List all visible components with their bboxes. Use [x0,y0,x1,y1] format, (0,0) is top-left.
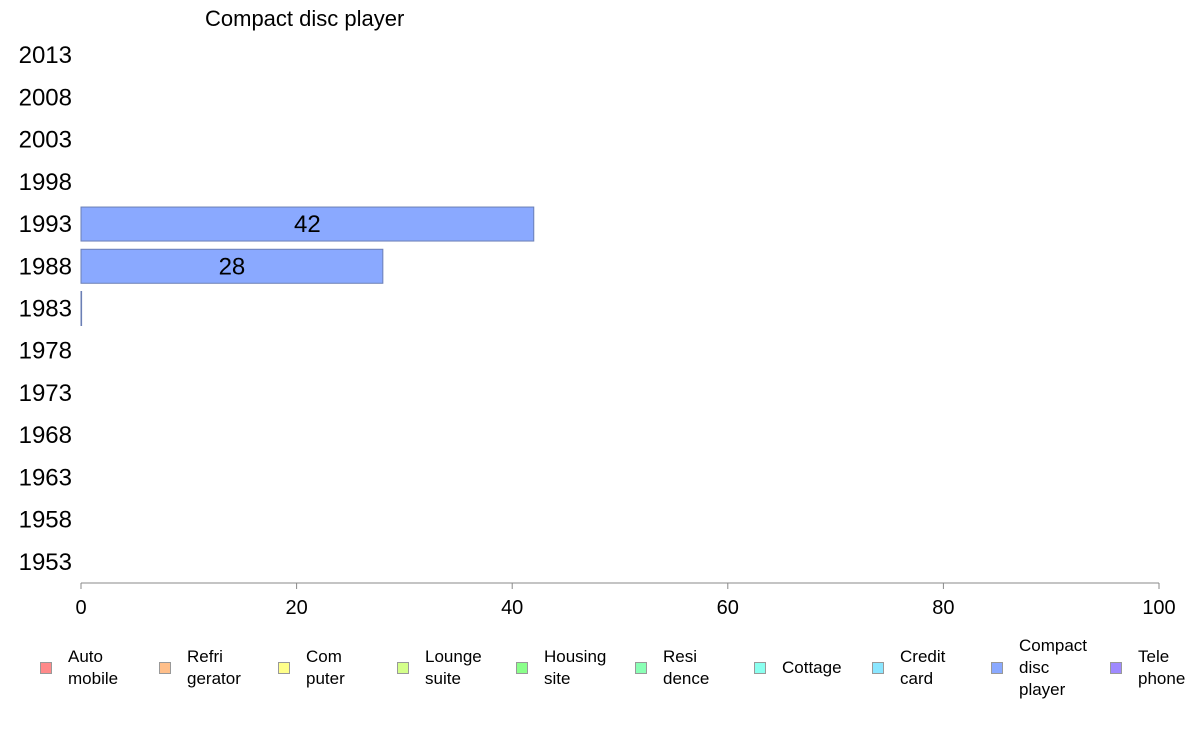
legend-swatch [278,662,290,674]
y-tick-label: 2008 [19,84,72,111]
legend-item: Compact disc player [991,628,1087,708]
y-tick-label: 1953 [19,549,72,576]
bar-data-label: 42 [294,211,321,238]
y-tick-label: 1958 [19,507,72,534]
y-tick-label: 1983 [19,296,72,323]
legend-label: Com puter [306,647,345,688]
legend-swatch [159,662,171,674]
legend-item: Auto mobile [40,628,118,708]
legend-swatch [635,662,647,674]
legend-label: Tele phone [1138,647,1186,688]
legend-item: Refri gerator [159,628,241,708]
legend-item: Com puter [278,628,345,708]
legend-item: Resi dence [635,628,709,708]
legend-item: Housing site [516,628,606,708]
y-tick-label: 2013 [19,42,72,69]
legend-swatch [516,662,528,674]
chart-legend: Auto mobile Refri gerator Com puter Lounge … [0,628,1188,708]
legend-swatch [872,662,884,674]
y-tick-label: 1988 [19,253,72,280]
legend-swatch [754,662,766,674]
legend-swatch [397,662,409,674]
legend-swatch [1110,662,1122,674]
y-tick-label: 1973 [19,380,72,407]
legend-item: Credit card [872,628,945,708]
y-tick-label: 1963 [19,464,72,491]
legend-label: Resi dence [663,647,710,688]
legend-item: Tele phone [1110,628,1185,708]
bar-data-label: 28 [219,253,246,280]
chart-title: Compact disc player [205,6,405,31]
y-tick-label: 1978 [19,338,72,365]
y-tick-label: 1998 [19,169,72,196]
legend-label: Credit card [900,647,946,688]
bar [80,248,384,284]
legend-item: Cottage [754,628,842,708]
legend-label: Housing site [544,647,607,688]
bar [80,291,83,326]
y-tick-label: 1993 [19,211,72,238]
legend-label: Compact disc player [1019,636,1088,699]
legend-swatch [991,662,1003,674]
legend-swatch [40,662,52,674]
x-tick-label: 40 [501,597,523,619]
x-tick-label: 20 [285,597,307,619]
x-tick-label: 60 [717,597,739,619]
y-tick-label: 1968 [19,422,72,449]
x-tick-label: 0 [75,597,86,619]
y-tick-label: 2003 [19,127,72,154]
bar [80,206,535,242]
x-tick-label: 80 [932,597,954,619]
legend-label: Lounge suite [425,647,482,688]
legend-label: Auto mobile [68,647,119,688]
legend-item: Lounge suite [397,628,482,708]
legend-label: Cottage [782,658,842,677]
x-tick-label: 100 [1142,597,1175,619]
legend-label: Refri gerator [187,647,241,688]
